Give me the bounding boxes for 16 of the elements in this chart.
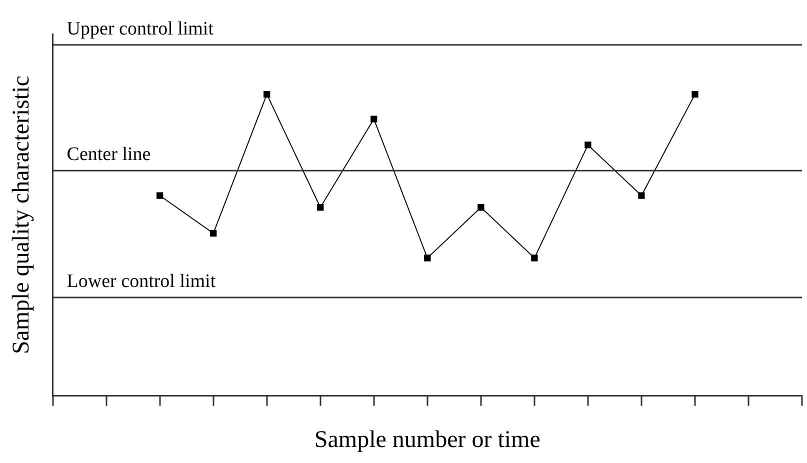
ref-line-label: Upper control limit: [66, 18, 214, 40]
ref-line-label: Center line: [66, 144, 151, 166]
point: [692, 90, 698, 98]
point: [638, 192, 645, 199]
point: [584, 142, 592, 148]
point: [264, 90, 270, 98]
point: [424, 254, 431, 262]
point: [478, 204, 484, 211]
point: [317, 204, 324, 211]
point: [156, 192, 164, 199]
point: [370, 116, 378, 122]
ref-line-label: Lower control limit: [66, 270, 216, 292]
y-axis-title: Sample quality characteristic: [8, 76, 35, 354]
point: [210, 230, 217, 237]
point: [531, 254, 538, 262]
x-axis-title: Sample number or time: [314, 426, 540, 453]
